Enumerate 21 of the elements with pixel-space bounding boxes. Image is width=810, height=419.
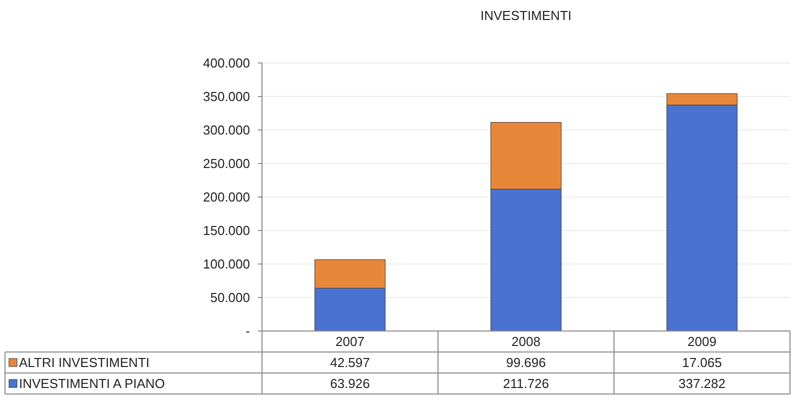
data-label: 17.065 [682,355,722,370]
x-tick-label: 2007 [336,334,364,350]
y-tick-label: 200.000 [203,190,250,205]
legend-label: INVESTIMENTI A PIANO [19,376,165,392]
data-label: 337.282 [678,376,726,392]
x-tick-label: 2009 [688,334,716,350]
y-tick-label: 100.000 [203,256,250,272]
y-tick-label: - [246,324,250,339]
y-tick-label: 350.000 [203,89,250,104]
y-tick-label: 300.000 [203,122,250,138]
data-label: 99.696 [506,355,546,370]
y-tick-label: 150.000 [203,223,250,238]
data-label: 63.926 [330,376,370,392]
y-tick-label: 400.000 [203,56,250,71]
data-label: 42.597 [330,355,370,370]
y-tick-label: 250.000 [203,156,250,172]
data-label: 211.726 [502,376,550,392]
y-tick-label: 50.000 [210,290,250,306]
x-tick-label: 2008 [512,334,540,350]
legend-label: ALTRI INVESTIMENTI [19,355,150,370]
chart-title: INVESTIMENTI [480,8,572,23]
